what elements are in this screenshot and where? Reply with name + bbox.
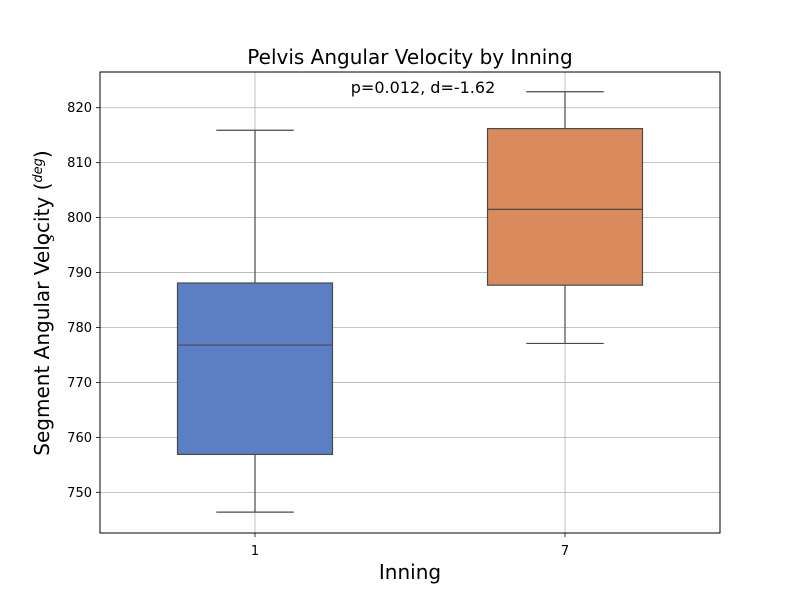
y-tick-label: 790 xyxy=(67,266,92,281)
stat-annotation: p=0.012, d=-1.62 xyxy=(351,78,496,97)
y-axis-title: Segment Angular Velocity (deg) s xyxy=(30,150,58,455)
y-axis-unit-numerator: deg xyxy=(31,158,46,183)
y-tick-label: 810 xyxy=(67,156,92,171)
y-tick-label: 760 xyxy=(67,431,92,446)
ticks: 750 760 770 780 790 800 810 820 1 7 xyxy=(67,101,569,559)
y-axis-title-text: Segment Angular Velocity ( xyxy=(30,183,54,456)
svg-text:Segment Angular Velocity (deg): Segment Angular Velocity (deg) xyxy=(30,150,54,455)
box-group-inning-1 xyxy=(176,129,334,513)
box xyxy=(176,282,334,456)
y-tick-label: 820 xyxy=(67,101,92,116)
y-axis-unit-denominator: s xyxy=(43,234,58,241)
x-tick-label: 1 xyxy=(251,544,259,559)
box-group-inning-7 xyxy=(486,91,644,345)
plot-frame xyxy=(99,71,721,534)
y-tick-label: 800 xyxy=(67,211,92,226)
x-axis-title: Inning xyxy=(379,560,441,584)
y-tick-label: 770 xyxy=(67,376,92,391)
box xyxy=(486,127,644,286)
x-tick-label: 7 xyxy=(561,544,569,559)
chart-title: Pelvis Angular Velocity by Inning xyxy=(247,45,572,69)
y-tick-label: 780 xyxy=(67,321,92,336)
boxes xyxy=(176,91,644,513)
y-axis-title-close: ) xyxy=(30,150,54,158)
y-tick-label: 750 xyxy=(67,486,92,501)
